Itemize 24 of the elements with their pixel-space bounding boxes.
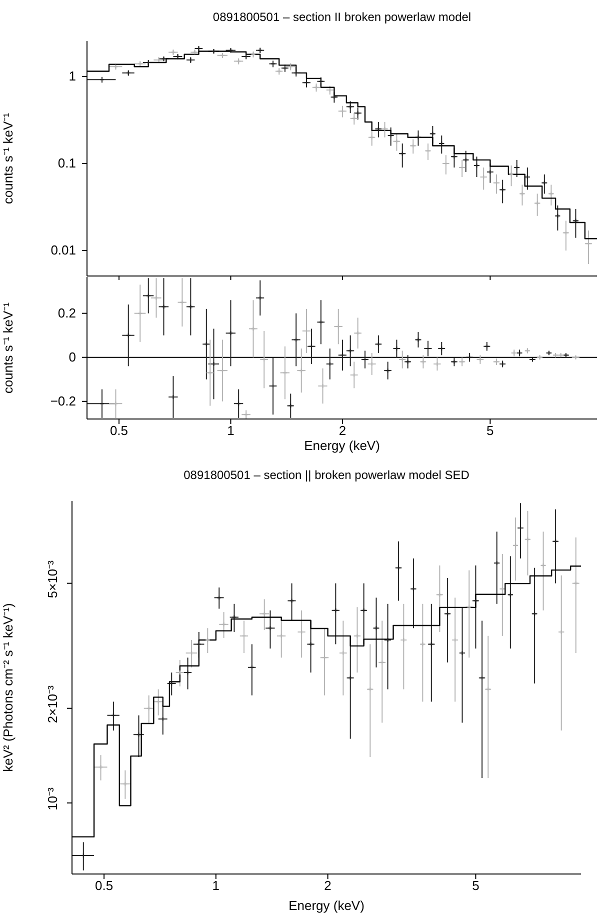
y-tick-label: 0.2 [58,305,76,320]
x-tick-label: 5 [472,878,480,894]
x-axis-title: Energy (keV) [304,438,380,453]
x-tick-label: 2 [338,423,346,438]
y-tick-label: 1 [68,68,76,84]
x-tick-label: 0.5 [94,878,114,894]
y-tick-label: 10⁻³ [45,786,60,810]
y-tick-label: 0.1 [58,156,76,171]
x-tick-label: 5 [486,423,494,438]
y-tick-label: 5×10⁻³ [45,560,60,598]
y-tick-label: 0 [68,349,76,364]
x-tick-label: 2 [324,878,332,894]
chart-title: 0891800501 – section || broken powerlaw model SED [182,468,470,482]
x-axis-title: Energy (keV) [288,898,364,913]
x-tick-label: 1 [212,878,220,894]
y-axis-title: keV² (Photons cm⁻² s⁻¹ keV⁻¹) [0,603,16,772]
y-tick-label: 0.01 [50,242,76,258]
y-tick-label: −0.2 [50,393,76,408]
x-tick-label: 0.5 [110,423,128,438]
y-tick-label: 2×10⁻³ [45,684,60,724]
x-tick-label: 1 [227,423,234,438]
chart-title: 0891800501 – section II broken powerlaw model [212,10,472,24]
y-axis-title: counts s⁻¹ keV⁻¹ [0,112,16,204]
y-axis-title: counts s⁻¹ keV⁻¹ [0,302,16,394]
